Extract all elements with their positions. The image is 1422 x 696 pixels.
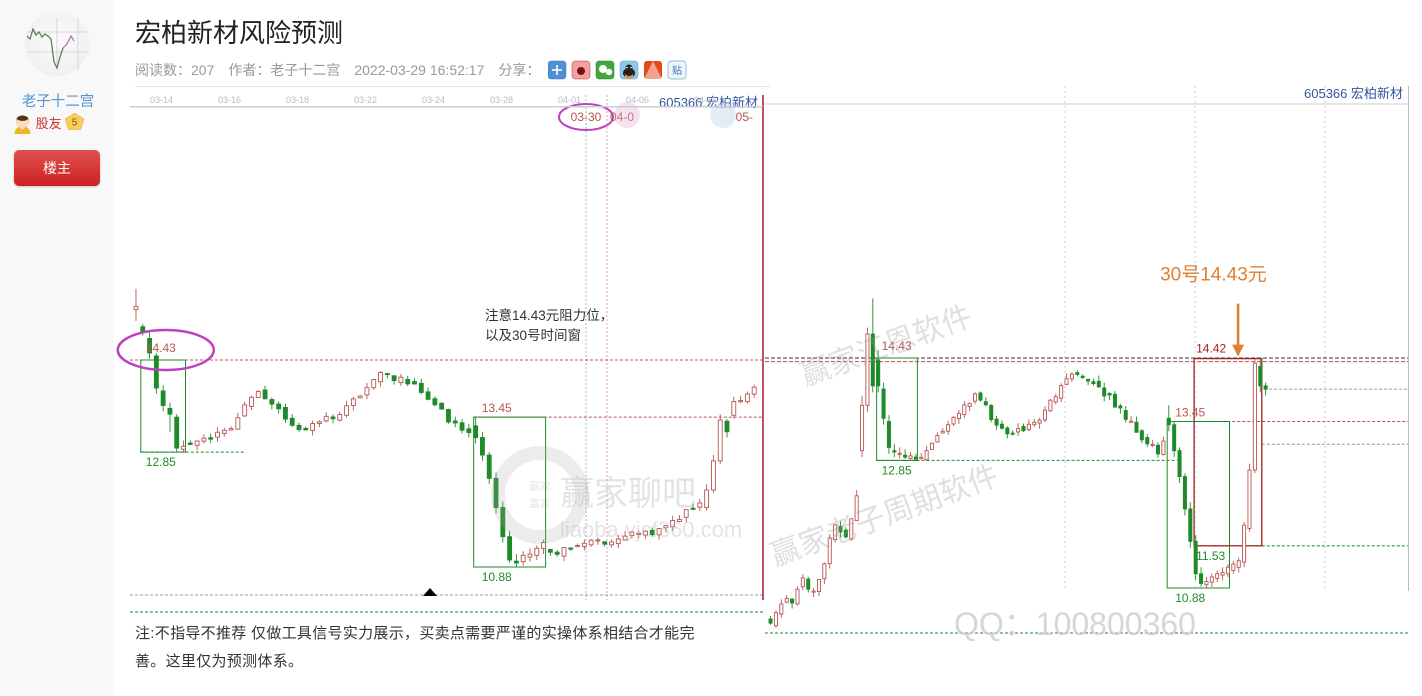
svg-text:13.45: 13.45 <box>1175 406 1205 420</box>
svg-text:11.53: 11.53 <box>1196 549 1225 563</box>
svg-text:贴: 贴 <box>672 64 682 77</box>
svg-text:赢家江恩软件: 赢家江恩软件 <box>796 300 976 393</box>
svg-text:13.45: 13.45 <box>482 401 512 415</box>
svg-text:赢家聊吧: 赢家聊吧 <box>560 475 696 513</box>
svg-text:12.85: 12.85 <box>146 455 176 469</box>
svg-text:30号14.43元: 30号14.43元 <box>1160 265 1267 286</box>
svg-text:605366 宏柏新材: 605366 宏柏新材 <box>1304 86 1403 101</box>
svg-text:04-01: 04-01 <box>558 95 581 105</box>
svg-text:03-30: 03-30 <box>571 110 602 124</box>
svg-text:03-28: 03-28 <box>490 95 513 105</box>
svg-text:14.42: 14.42 <box>1196 342 1226 356</box>
svg-text:03-18: 03-18 <box>286 95 309 105</box>
svg-text:03-16: 03-16 <box>218 95 241 105</box>
svg-text:03-24: 03-24 <box>422 95 445 105</box>
svg-text:12.85: 12.85 <box>882 463 912 477</box>
svg-text:04-11: 04-11 <box>694 95 716 105</box>
svg-text:10.88: 10.88 <box>1175 591 1205 605</box>
svg-text:05-: 05- <box>736 110 753 124</box>
svg-text:liaoba.yjcf360.com: liaoba.yjcf360.com <box>560 517 742 542</box>
svg-text:QQ：100800360: QQ：100800360 <box>954 606 1196 642</box>
svg-text:03-22: 03-22 <box>354 95 377 105</box>
svg-text:富家: 富家 <box>529 496 551 510</box>
svg-text:以及30号时间窗: 以及30号时间窗 <box>485 327 581 343</box>
svg-text:14.43: 14.43 <box>146 341 176 355</box>
svg-text:03-14: 03-14 <box>150 95 173 105</box>
svg-text:注意14.43元阻力位，: 注意14.43元阻力位， <box>485 307 613 323</box>
svg-text:5: 5 <box>72 118 78 129</box>
svg-text:10.88: 10.88 <box>482 570 512 584</box>
svg-text:赢家: 赢家 <box>529 479 551 493</box>
